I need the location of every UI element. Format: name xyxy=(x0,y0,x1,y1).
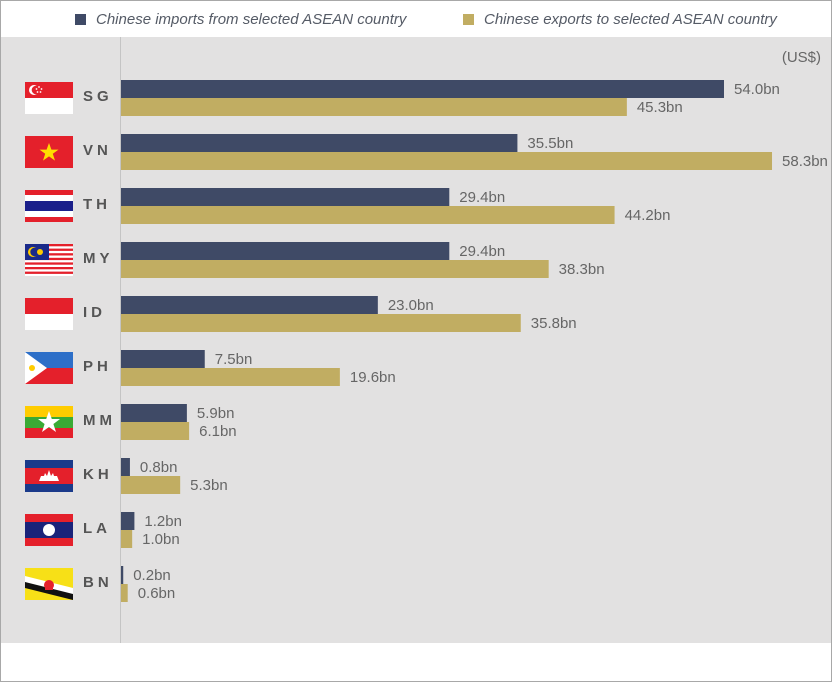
bar-imports xyxy=(121,512,135,530)
vietnam-flag-icon xyxy=(25,136,73,168)
bar-exports xyxy=(121,260,549,278)
legend: Chinese imports from selected ASEAN coun… xyxy=(1,1,831,37)
data-label-imports: 7.5bn xyxy=(215,351,253,368)
data-label-imports: 5.9bn xyxy=(197,405,235,422)
bar-imports xyxy=(121,350,205,368)
bars-svg: 54.0bn 45.3bn 35.5bn 58.3bn 29.4bn 44.2bn 29.4… xyxy=(121,80,828,602)
data-label-imports: 1.2bn xyxy=(144,513,182,530)
legend-swatch-imports xyxy=(75,14,86,25)
data-label-exports: 6.1bn xyxy=(199,423,237,440)
data-label-imports: 35.5bn xyxy=(527,135,573,152)
bar-imports xyxy=(121,80,724,98)
bar-exports xyxy=(121,476,181,494)
legend-label-imports: Chinese imports from selected ASEAN coun… xyxy=(96,11,407,28)
bar-imports xyxy=(121,296,378,314)
bar-exports xyxy=(121,530,133,548)
unit-label: (US$) xyxy=(781,49,821,66)
legend-item-exports: Chinese exports to selected ASEAN countr… xyxy=(463,11,777,28)
data-label-imports: 0.8bn xyxy=(140,459,178,476)
data-label-exports: 1.0bn xyxy=(142,531,180,548)
category-label: LA xyxy=(83,520,111,537)
bar-imports xyxy=(121,404,187,422)
legend-swatch-exports xyxy=(463,14,474,25)
bar-imports xyxy=(121,188,450,206)
philippines-flag-icon xyxy=(25,352,73,384)
category-label: PH xyxy=(83,358,112,375)
data-label-exports: 5.3bn xyxy=(190,477,228,494)
data-label-exports: 44.2bn xyxy=(625,207,671,224)
bar-exports xyxy=(121,368,340,386)
data-label-exports: 58.3bn xyxy=(782,153,828,170)
data-label-exports: 19.6bn xyxy=(350,369,396,386)
bar-exports xyxy=(121,152,773,170)
category-label: KH xyxy=(83,466,113,483)
cambodia-flag-icon xyxy=(25,460,73,492)
data-label-imports: 23.0bn xyxy=(388,297,434,314)
brunei-flag-icon xyxy=(25,568,73,600)
malaysia-flag-icon xyxy=(25,244,73,276)
laos-flag-icon xyxy=(25,514,73,546)
plot-area: (US$) SG VN TH MY ID PH MM KH LA BN 54.0bn 45.3bn 3… xyxy=(1,37,831,643)
category-label: VN xyxy=(83,142,112,159)
legend-label-exports: Chinese exports to selected ASEAN countr… xyxy=(484,11,777,28)
category-label: BN xyxy=(83,574,113,591)
data-label-exports: 38.3bn xyxy=(559,261,605,278)
bar-exports xyxy=(121,206,615,224)
myanmar-flag-icon xyxy=(25,406,73,438)
y-axis-line xyxy=(120,37,121,643)
bar-exports xyxy=(121,314,521,332)
legend-item-imports: Chinese imports from selected ASEAN coun… xyxy=(75,11,406,28)
bar-imports xyxy=(121,566,124,584)
bar-imports xyxy=(121,242,450,260)
data-label-exports: 0.6bn xyxy=(138,585,176,602)
category-label: ID xyxy=(83,304,106,321)
indonesia-flag-icon xyxy=(25,298,73,330)
bar-imports xyxy=(121,458,130,476)
category-label: TH xyxy=(83,196,111,213)
data-label-imports: 54.0bn xyxy=(734,81,780,98)
category-label: SG xyxy=(83,88,113,105)
bar-exports xyxy=(121,584,128,602)
data-label-imports: 0.2bn xyxy=(133,567,171,584)
data-label-exports: 35.8bn xyxy=(531,315,577,332)
bar-exports xyxy=(121,98,627,116)
data-label-imports: 29.4bn xyxy=(459,243,505,260)
category-label: MM xyxy=(83,412,116,429)
data-label-exports: 45.3bn xyxy=(637,99,683,116)
data-label-imports: 29.4bn xyxy=(459,189,505,206)
singapore-flag-icon xyxy=(25,82,73,114)
category-label: MY xyxy=(83,250,114,267)
bar-exports xyxy=(121,422,190,440)
thailand-flag-icon xyxy=(25,190,73,222)
bar-imports xyxy=(121,134,518,152)
